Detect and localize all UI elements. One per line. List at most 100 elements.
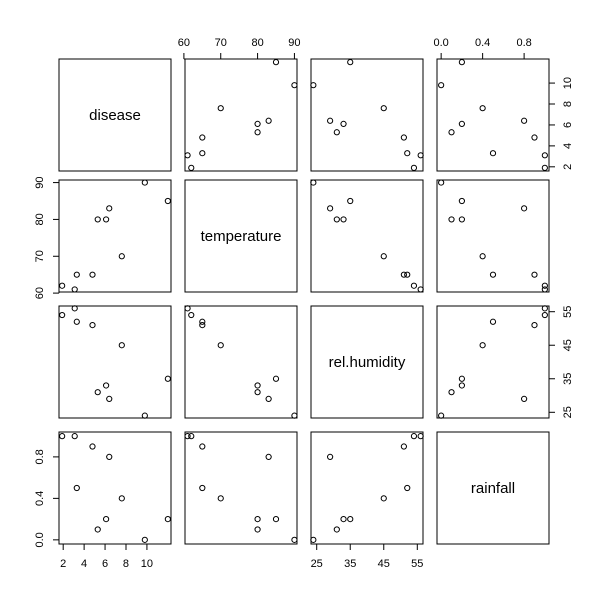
data-point [333, 526, 340, 533]
data-point [400, 134, 407, 141]
data-point [164, 375, 171, 382]
data-point [327, 205, 334, 212]
data-point [489, 150, 497, 157]
data-point [254, 129, 261, 136]
data-point [291, 412, 298, 419]
data-point [541, 164, 548, 171]
tick-label: 8 [562, 101, 574, 107]
data-point [73, 318, 80, 325]
data-point [380, 495, 387, 502]
data-point [410, 282, 418, 289]
tick-label: 80 [34, 213, 46, 225]
variable-label-temperature: temperature [201, 228, 282, 245]
panel-frame [436, 58, 550, 172]
panel-frame [184, 305, 298, 419]
panel-frame [58, 305, 172, 419]
data-point [380, 105, 387, 112]
tick-label: 45 [562, 339, 574, 351]
data-point [73, 484, 80, 492]
data-point [272, 516, 280, 523]
tick-label: 0.0 [34, 532, 46, 547]
data-point [265, 453, 272, 460]
panel-temperature-vs-rel.humidity [310, 179, 424, 293]
data-point [531, 322, 538, 329]
data-point [410, 433, 418, 440]
data-point [254, 382, 261, 389]
data-point [199, 484, 206, 492]
tick-label: 35 [562, 373, 574, 385]
data-point [217, 342, 224, 349]
data-point [310, 536, 317, 543]
tick-label: 8 [123, 558, 129, 570]
data-point [71, 286, 78, 293]
data-point [448, 129, 455, 136]
data-point [404, 150, 411, 157]
y-axis-temperature-left: 60 70 80 90 [34, 176, 60, 299]
y-axis-rainfall-left: 0.0 0.4 0.8 [34, 449, 60, 548]
data-point [89, 443, 96, 450]
panel-rel.humidity-vs-disease [58, 305, 172, 419]
data-point [438, 82, 445, 89]
data-point [333, 129, 340, 136]
panel-rainfall-vs-rainfall: rainfall [436, 431, 550, 545]
data-point [94, 216, 101, 223]
data-point [254, 120, 261, 127]
panel-frame [436, 431, 550, 545]
data-point [265, 395, 272, 402]
tick-label: 6 [102, 558, 108, 570]
tick-label: 10 [141, 558, 153, 570]
tick-label: 60 [34, 287, 46, 299]
data-point [272, 59, 280, 66]
data-point [94, 526, 101, 533]
data-point [118, 342, 125, 349]
data-point [141, 412, 148, 419]
tick-label: 60 [178, 37, 190, 49]
x-axis-rainfall-top: 0.0 0.4 0.8 [433, 37, 532, 60]
data-point [71, 305, 78, 312]
data-point [479, 253, 486, 260]
data-point [199, 134, 206, 141]
data-point [479, 105, 486, 112]
data-point [188, 433, 195, 440]
data-point [417, 152, 424, 159]
tick-label: 80 [251, 37, 263, 49]
panel-temperature-vs-disease [58, 179, 172, 293]
data-point [541, 286, 548, 293]
panel-rel.humidity-vs-rel.humidity: rel.humidity [310, 305, 424, 419]
panel-frame [58, 58, 172, 172]
data-point [188, 164, 195, 171]
tick-label: 45 [378, 558, 390, 570]
data-point [404, 484, 411, 492]
data-point [73, 271, 80, 278]
data-point [103, 216, 110, 223]
tick-label: 70 [34, 250, 46, 262]
data-point [199, 150, 206, 157]
data-point [340, 516, 347, 523]
tick-label: 0.4 [34, 491, 46, 506]
data-point [106, 205, 113, 212]
data-point [541, 311, 548, 319]
x-axis-rel.humidity-bottom: 25 35 45 55 [311, 543, 423, 570]
data-point [327, 117, 334, 124]
panel-disease-vs-disease: disease [58, 58, 172, 172]
x-axis-disease-bottom: 2 4 6 8 10 [60, 543, 153, 570]
data-point [310, 82, 317, 89]
data-point [199, 443, 206, 450]
variable-label-rainfall: rainfall [471, 480, 515, 497]
data-point [340, 120, 347, 127]
panel-rel.humidity-vs-rainfall [436, 305, 550, 419]
tick-label: 4 [81, 558, 87, 570]
data-point [310, 179, 317, 186]
data-point [347, 197, 354, 205]
y-axis-rel.humidity-right: 25 35 45 55 [548, 306, 574, 418]
data-point [340, 216, 347, 223]
data-point [254, 526, 261, 533]
tick-label: 0.8 [34, 449, 46, 464]
panel-rainfall-vs-disease [58, 431, 172, 545]
data-point [59, 433, 66, 440]
panel-disease-vs-rel.humidity [310, 58, 424, 172]
tick-label: 55 [411, 558, 423, 570]
panel-disease-vs-temperature [184, 58, 298, 172]
tick-label: 0.4 [475, 37, 490, 49]
